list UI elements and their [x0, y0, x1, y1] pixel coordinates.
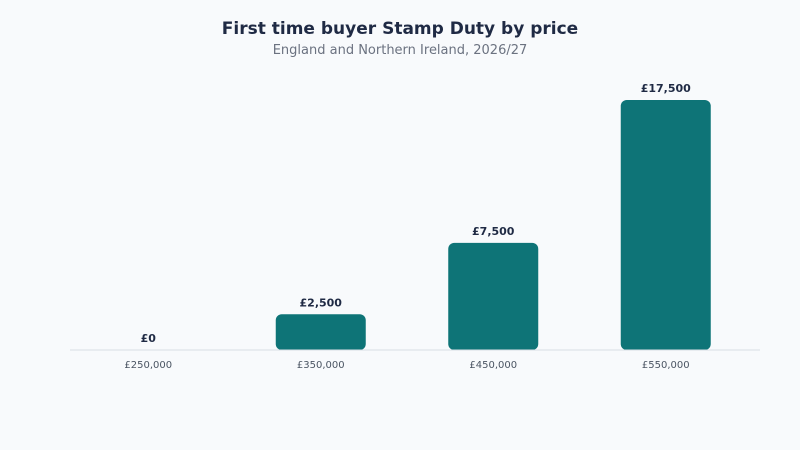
- value-label-2: £7,500: [472, 225, 515, 238]
- bar-1: [275, 314, 366, 350]
- bar-3: [620, 100, 711, 350]
- bar-2: [448, 242, 539, 350]
- value-label-3: £17,500: [641, 82, 691, 95]
- chart-title: First time buyer Stamp Duty by price: [221, 19, 579, 39]
- labels-group: £0 £250,000 £2,500 £350,000 £7,500 £450,000 £1…: [124, 82, 691, 371]
- value-label-0: £0: [141, 332, 157, 345]
- chart-subtitle: England and Northern Ireland, 2026/27: [272, 43, 528, 58]
- x-tick-label-0: £250,000: [124, 360, 172, 371]
- x-tick-label-1: £350,000: [297, 360, 345, 371]
- value-label-1: £2,500: [300, 296, 343, 309]
- x-tick-label-2: £450,000: [469, 360, 517, 371]
- x-tick-label-3: £550,000: [642, 360, 690, 371]
- bars-group: [275, 100, 711, 350]
